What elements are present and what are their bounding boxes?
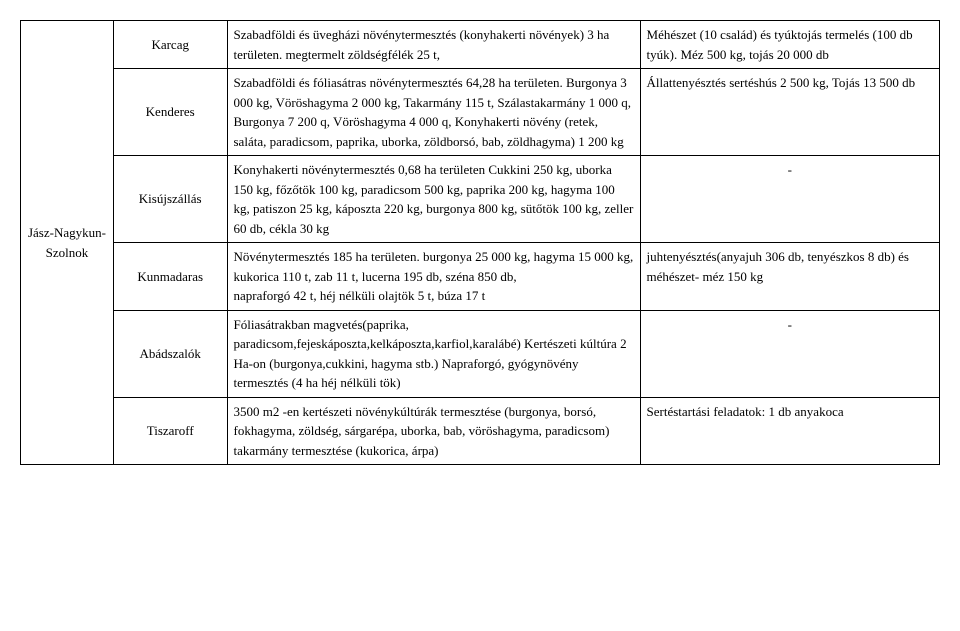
livestock-cell: Állattenyésztés sertéshús 2 500 kg, Tojá… [640,69,939,156]
locality-cell: Abádszalók [113,310,227,397]
production-cell: Konyhakerti növénytermesztés 0,68 ha ter… [227,156,640,243]
table-row: Tiszaroff 3500 m2 -en kertészeti növényk… [21,397,940,465]
livestock-cell: juhtenyésztés(anyajuh 306 db, tenyészkos… [640,243,939,311]
county-cell: Jász-Nagykun-Szolnok [21,21,114,465]
production-cell: 3500 m2 -en kertészeti növénykúltúrák te… [227,397,640,465]
table-row: Kenderes Szabadföldi és fóliasátras növé… [21,69,940,156]
production-cell: Szabadföldi és üvegházi növénytermesztés… [227,21,640,69]
table-row: Kisújszállás Konyhakerti növénytermeszté… [21,156,940,243]
agri-table: Jász-Nagykun-Szolnok Karcag Szabadföldi … [20,20,940,465]
livestock-cell: Sertéstartási feladatok: 1 db anyakoca [640,397,939,465]
locality-cell: Kunmadaras [113,243,227,311]
production-cell: Fóliasátrakban magvetés(paprika, paradic… [227,310,640,397]
locality-cell: Kenderes [113,69,227,156]
table-row: Abádszalók Fóliasátrakban magvetés(papri… [21,310,940,397]
livestock-cell: - [640,310,939,397]
locality-cell: Kisújszállás [113,156,227,243]
locality-cell: Karcag [113,21,227,69]
production-cell: Szabadföldi és fóliasátras növénytermesz… [227,69,640,156]
table-row: Kunmadaras Növénytermesztés 185 ha terül… [21,243,940,311]
table-row: Jász-Nagykun-Szolnok Karcag Szabadföldi … [21,21,940,69]
livestock-cell: - [640,156,939,243]
livestock-cell: Méhészet (10 család) és tyúktojás termel… [640,21,939,69]
production-cell: Növénytermesztés 185 ha területen. burgo… [227,243,640,311]
locality-cell: Tiszaroff [113,397,227,465]
